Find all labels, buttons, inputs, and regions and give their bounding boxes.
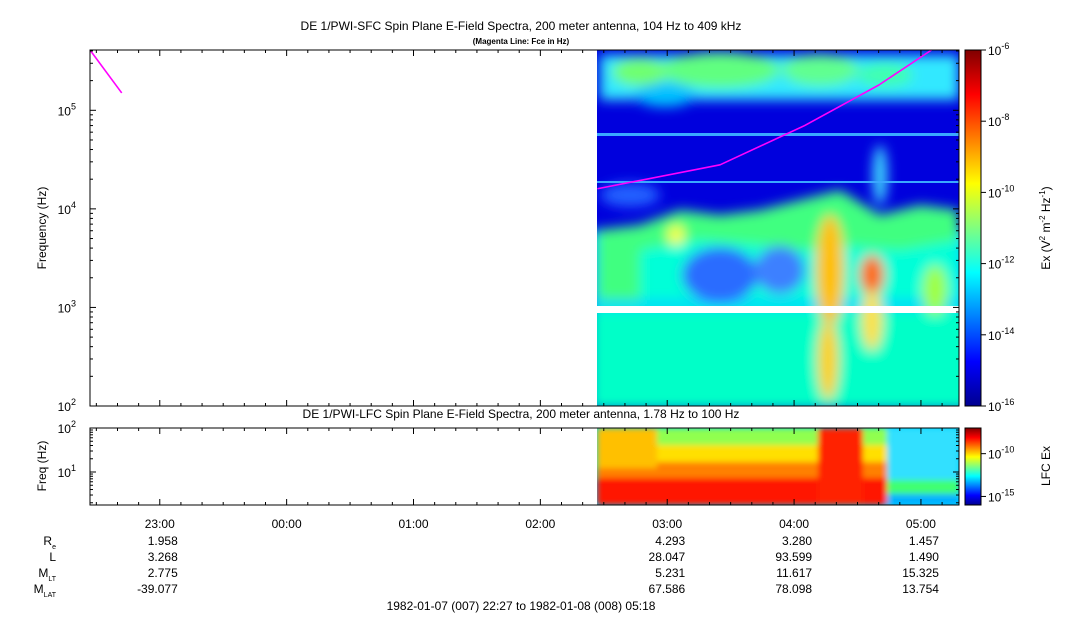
lfc-title: DE 1/PWI-LFC Spin Plane E-Field Spectra,…: [303, 407, 740, 421]
ephemeris-value: 93.599: [775, 550, 812, 564]
sfc-y-axis: 102 103 104 105: [58, 50, 959, 414]
ephemeris-value: 3.280: [782, 534, 812, 548]
lfc-colorbar-label: LFC Ex: [1039, 446, 1053, 486]
sfc-y-tick-label: 102: [58, 397, 76, 414]
sfc-y-tick-label: 105: [58, 101, 76, 118]
ephemeris-value: 13.754: [902, 582, 939, 596]
ephemeris-value: 28.047: [649, 550, 686, 564]
time-tick-label: 00:00: [272, 517, 302, 531]
sfc-y-tick-label: 103: [58, 298, 76, 315]
sfc-cb-tick-label: 10-16: [988, 397, 1014, 414]
sfc-frame: [89, 49, 960, 407]
lfc-cb-tick-label: 10-10: [988, 445, 1014, 462]
time-tick-label: 05:00: [906, 517, 936, 531]
lfc-colorbar-axis: 10-10 10-15: [981, 445, 1014, 504]
ephemeris-value: 3.268: [148, 550, 178, 564]
ephemeris-value: 67.586: [649, 582, 686, 596]
ephemeris-value: 1.490: [909, 550, 939, 564]
ephemeris-value: 2.775: [148, 566, 178, 580]
sfc-y-tick-label: 104: [58, 200, 76, 217]
lfc-frame: [89, 427, 960, 506]
sfc-cb-tick-label: 10-8: [988, 112, 1009, 129]
fce-line: [89, 49, 932, 190]
lfc-colorbar: [964, 427, 982, 506]
ephemeris-row-label: Re: [43, 534, 56, 551]
ephemeris-value: -39.077: [137, 582, 178, 596]
time-tick-label: 02:00: [525, 517, 555, 531]
time-tick-label: 04:00: [779, 517, 809, 531]
sfc-cb-tick-label: 10-12: [988, 255, 1014, 272]
lfc-spectrogram: [597, 428, 959, 505]
ephemeris-value: 11.617: [776, 566, 812, 580]
sfc-cb-tick-label: 10-10: [988, 183, 1014, 200]
fce-segment: [89, 49, 123, 94]
ephemeris-value: 78.098: [775, 582, 812, 596]
sfc-colorbar-axis: 10-6 10-8 10-10 10-12 10-14 10-16: [981, 41, 1014, 414]
ephemeris-value: 1.457: [909, 534, 939, 548]
ephemeris-value: 15.325: [902, 566, 939, 580]
time-tick-label: 03:00: [652, 517, 682, 531]
lfc-y-axis: 101 102: [58, 419, 959, 504]
sfc-title: DE 1/PWI-SFC Spin Plane E-Field Spectra,…: [301, 19, 742, 33]
sfc-ylabel: Frequency (Hz): [35, 187, 49, 270]
ephemeris-value: 4.293: [655, 534, 685, 548]
sfc-cb-tick-label: 10-14: [988, 326, 1014, 343]
ephemeris-table: Re 1.958 4.293 3.280 1.457 L 3.268 28.047 93.599…: [34, 534, 940, 599]
time-range-label: 1982-01-07 (007) 22:27 to 1982-01-08 (00…: [387, 599, 656, 613]
ephemeris-row-label: MLAT: [34, 582, 57, 599]
time-axis: 23:00 00:00 01:00 02:00 03:00 04:00 05:00: [95, 50, 943, 531]
sfc-cb-tick-label: 10-6: [988, 41, 1009, 58]
lfc-y-tick-label: 102: [58, 419, 76, 436]
ephemeris-value: 5.231: [655, 566, 685, 580]
lfc-y-tick-label: 101: [58, 463, 76, 480]
sfc-subtitle: (Magenta Line: Fce in Hz): [473, 37, 570, 46]
sfc-colorbar-label: Ex (V2 m-2 Hz-1): [1038, 186, 1053, 269]
ephemeris-row-label: L: [49, 550, 56, 564]
sfc-spectrogram: [597, 50, 959, 406]
fce-segment: [597, 49, 932, 190]
ephemeris-row-label: MLT: [38, 566, 56, 583]
ephemeris-value: 1.958: [148, 534, 178, 548]
lfc-cb-tick-label: 10-15: [988, 487, 1014, 504]
lfc-ylabel: Freq (Hz): [35, 441, 49, 492]
time-tick-label: 01:00: [398, 517, 428, 531]
sfc-colorbar: [964, 49, 982, 407]
time-tick-label: 23:00: [145, 517, 175, 531]
